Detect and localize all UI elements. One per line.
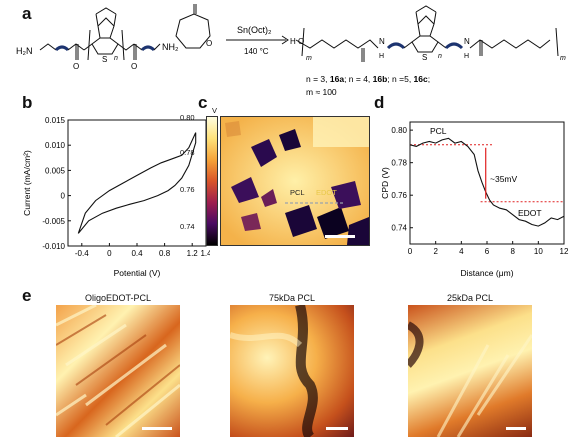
product-nh-label: H [379,53,384,60]
cv-chart: -0.4 0 0.4 0.8 1.2 1.4 -0.010 -0.005 0 0.005 0.01… [22,116,210,278]
x-tick-label: 12 [560,247,569,256]
y-tick-label: 0.76 [391,191,407,200]
afm-image-oligoedot [56,305,180,437]
x-tick-label: 1.2 [187,249,199,258]
cpd-xlabel: Distance (μm) [460,268,513,278]
cv-ylabel: Current (mA/cm²) [22,150,32,216]
reaction-scheme: H₂N NH₂ O O S n O Sn(Oct)₂ 140 °C H O N … [16,4,566,97]
kpfm-image [220,116,370,246]
y-tick-label: -0.005 [42,217,65,226]
afm-image-25kda [408,305,532,437]
product-h-label: H [290,37,296,46]
kpfm-tick-0.80: 0.80 [180,113,195,122]
panel-letter-e: e [22,286,32,305]
y-tick-label: 0.010 [45,141,66,150]
x-tick-label: 2 [433,247,438,256]
carbonyl-o-right-label: O [131,62,137,71]
nh2-left-label: H₂N [16,46,33,56]
cv-xlabel: Potential (V) [114,268,161,278]
x-tick-label: -0.4 [75,249,89,258]
cpd-plot-frame [409,121,565,245]
x-tick-label: 0.4 [131,249,143,258]
product-n2-label: N [464,37,470,46]
kpfm-colorbar-unit: V [212,106,218,115]
y-tick-label: 0 [61,192,66,201]
kpfm-tick-0.78: 0.78 [180,148,195,157]
product-nh2-label: H [464,53,469,60]
cpd-ylabel: CPD (V) [380,167,390,199]
y-tick-label: 0.80 [391,126,407,135]
y-tick-label: -0.010 [42,242,65,251]
kpfm-tick-0.74: 0.74 [180,222,195,231]
product-n-label: N [379,37,385,46]
y-tick-label: 0.015 [45,116,66,125]
catalyst-label: Sn(Oct)₂ [237,25,272,35]
kpfm-panel: V PCL EDOT [206,106,376,252]
product-caption-line2: m ≈ 100 [306,87,337,97]
x-tick-label: 8 [510,247,515,256]
panel-letter-b: b [22,93,33,112]
nh2-right-label: NH₂ [162,42,179,52]
y-tick-label: 0.74 [391,224,407,233]
product-caption-line1: n = 3, 16a; n = 4, 16b; n =5, 16c; [306,74,430,84]
x-tick-label: 0 [107,249,112,258]
cpd-chart: 0 2 4 6 8 10 12 0.74 0.76 0.78 0.80 PCL EDOT ~35m… [380,121,569,278]
afm-title-75kda: 75kDa PCL [268,293,316,303]
y-tick-label: 0.78 [391,159,407,168]
product-s-label: S [422,53,427,62]
product-n-subscript: n [438,53,442,60]
panel-letter-a: a [22,4,32,23]
afm-image-75kda [230,305,354,437]
product-m-subscript-right: m [560,55,566,62]
kpfm-colorbar [206,116,218,246]
product-m-subscript-left: m [306,55,312,62]
carbonyl-o-left-label: O [73,62,79,71]
kpfm-label-pcl: PCL [290,188,305,197]
x-tick-label: 10 [534,247,543,256]
x-tick-label: 1.4 [200,249,210,258]
x-tick-label: 4 [459,247,464,256]
temperature-label: 140 °C [244,47,269,56]
panel-letter-c: c [198,93,208,112]
reactant-n-subscript: n [114,55,118,62]
y-tick-label: 0.005 [45,166,66,175]
kpfm-label-edot: EDOT [316,188,337,197]
product-o-label: O [298,37,304,46]
x-tick-label: 0 [408,247,413,256]
cpd-label-delta: ~35mV [490,174,517,184]
thiophene-s-label: S [102,55,107,64]
kpfm-tick-0.76: 0.76 [180,185,195,194]
x-tick-label: 6 [485,247,490,256]
afm-title-oligoedot: OligoEDOT-PCL [84,293,152,303]
cpd-label-pcl: PCL [430,126,447,136]
afm-title-25kda: 25kDa PCL [446,293,494,303]
x-tick-label: 0.8 [159,249,171,258]
cv-series-line [77,132,197,234]
cpd-label-edot: EDOT [518,208,542,218]
panel-letter-d: d [374,93,385,112]
lactone-o-label: O [206,39,212,48]
